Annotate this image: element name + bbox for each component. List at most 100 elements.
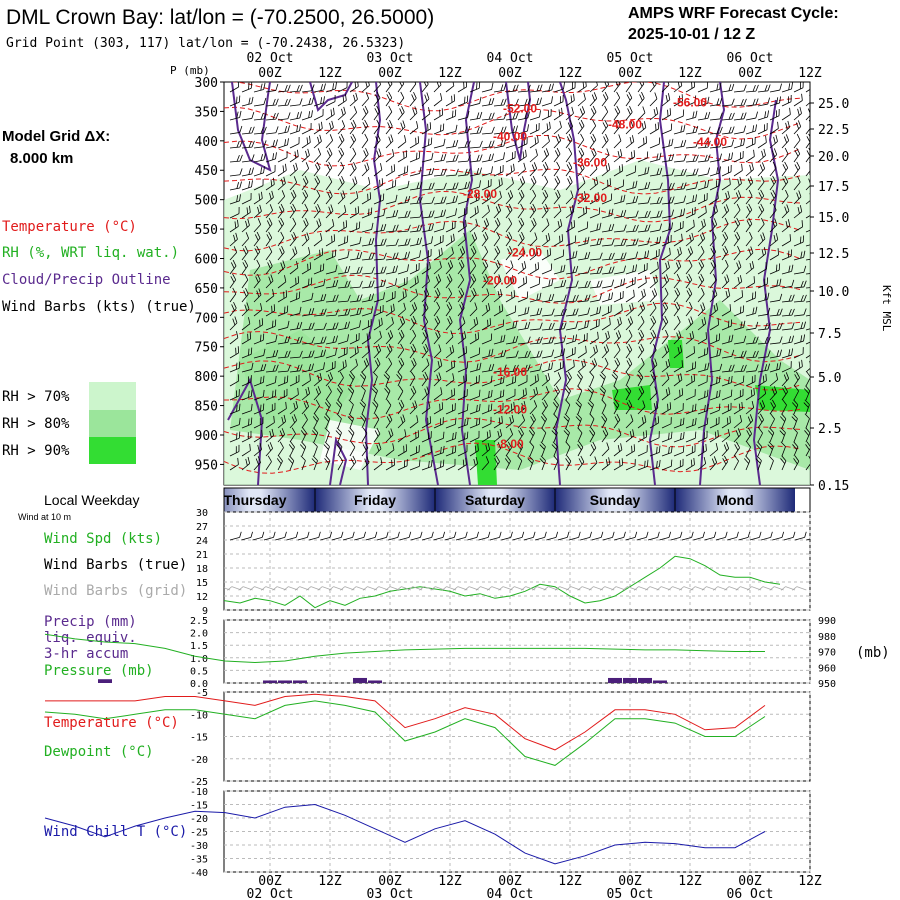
legend-windchill: Wind Chill T (°C) xyxy=(44,824,187,840)
barb-shaft xyxy=(301,116,312,121)
barb-feather xyxy=(287,125,290,133)
barb-shaft xyxy=(481,118,492,121)
barb-feather xyxy=(694,95,697,103)
barb-feather xyxy=(665,94,668,102)
wind-barb xyxy=(637,106,646,121)
barb-feather xyxy=(691,82,693,89)
wind-barb xyxy=(433,93,443,107)
barb-feather xyxy=(467,110,470,118)
barb-feather xyxy=(535,124,537,132)
barb-feather xyxy=(388,82,393,85)
barb-feather xyxy=(752,85,756,92)
barb-feather xyxy=(791,82,794,90)
wind-barb xyxy=(373,105,381,121)
barb-feather xyxy=(439,109,441,117)
barb-shaft xyxy=(709,88,720,93)
barb-shaft xyxy=(589,85,598,93)
barb-shaft xyxy=(445,131,456,135)
wind-barb xyxy=(241,96,254,107)
barb-feather xyxy=(413,91,417,99)
wind-barb xyxy=(709,112,723,121)
barb-feather xyxy=(239,125,243,133)
barb-feather xyxy=(426,92,430,99)
barb-feather xyxy=(455,124,458,132)
wind-barb xyxy=(337,93,347,107)
barb-feather xyxy=(398,82,403,87)
barb-feather xyxy=(582,82,585,89)
barb-feather xyxy=(263,112,267,120)
barb-feather xyxy=(332,83,335,90)
wind-barb xyxy=(517,84,531,93)
barb-feather xyxy=(779,96,782,104)
barb-shaft xyxy=(337,100,347,107)
wind-barb xyxy=(409,82,417,93)
wind-barb xyxy=(505,112,519,121)
temperature-contour-2 xyxy=(224,134,801,167)
wind-barb xyxy=(241,111,255,121)
barb-feather xyxy=(797,108,800,116)
wind-barb xyxy=(277,98,291,107)
barb-shaft xyxy=(373,97,381,107)
barb-feather xyxy=(642,106,646,113)
barb-shaft xyxy=(313,89,324,93)
barb-feather xyxy=(569,120,574,127)
barb-feather xyxy=(668,93,671,100)
wind-barb xyxy=(553,120,562,135)
barb-feather xyxy=(331,120,334,128)
barb-shaft xyxy=(397,97,405,107)
barb-feather xyxy=(547,110,549,118)
wind-barb xyxy=(637,91,645,107)
barb-feather xyxy=(719,97,723,105)
barb-feather xyxy=(811,238,815,245)
barb-feather xyxy=(479,126,483,134)
barb-shaft xyxy=(457,101,468,107)
barb-shaft xyxy=(301,90,312,93)
barb-shaft xyxy=(601,111,609,121)
barb-feather xyxy=(707,111,711,119)
wind-barb xyxy=(289,84,303,93)
barb-feather xyxy=(367,82,370,86)
legend-wind-height: Wind at 10 m xyxy=(18,512,71,522)
barb-feather xyxy=(767,84,771,91)
barb-feather xyxy=(357,82,359,87)
wind-barb xyxy=(229,95,241,107)
barb-shaft xyxy=(229,101,240,107)
barb-feather xyxy=(287,84,291,92)
wind-barb xyxy=(433,108,444,121)
wind-barb xyxy=(577,82,587,93)
legend-pressure: Pressure (mb) xyxy=(44,663,154,679)
barb-shaft xyxy=(433,84,442,93)
barb-feather xyxy=(813,333,818,340)
barb-feather xyxy=(248,97,251,105)
barb-shaft xyxy=(757,116,768,121)
barb-shaft xyxy=(361,85,370,93)
barb-feather xyxy=(423,82,427,87)
barb-feather xyxy=(354,82,357,89)
wind-barb xyxy=(229,110,242,121)
barb-shaft xyxy=(517,90,528,93)
barb-feather xyxy=(807,108,810,115)
wind-barb xyxy=(505,125,518,135)
temperature-contour-3 xyxy=(224,168,801,195)
legend-rh70: RH > 70% xyxy=(2,389,70,405)
barb-feather xyxy=(667,109,669,117)
barb-feather xyxy=(728,113,732,120)
barb-feather xyxy=(491,112,495,120)
barb-feather xyxy=(812,267,816,273)
barb-shaft xyxy=(793,100,803,107)
barb-feather xyxy=(591,94,596,101)
barb-shaft xyxy=(565,126,573,135)
wind-barb xyxy=(697,96,710,107)
wind-barb xyxy=(781,95,792,107)
wind-barb xyxy=(529,84,543,93)
wind-barb xyxy=(733,112,747,121)
barb-feather xyxy=(350,122,355,129)
barb-feather xyxy=(376,91,381,99)
wind-barb xyxy=(745,84,759,93)
barb-feather xyxy=(488,98,492,105)
wind-barb xyxy=(325,120,334,135)
barb-shaft xyxy=(289,104,300,107)
barb-feather xyxy=(308,98,311,105)
wind-barb xyxy=(385,105,393,121)
wind-barb xyxy=(493,98,507,107)
